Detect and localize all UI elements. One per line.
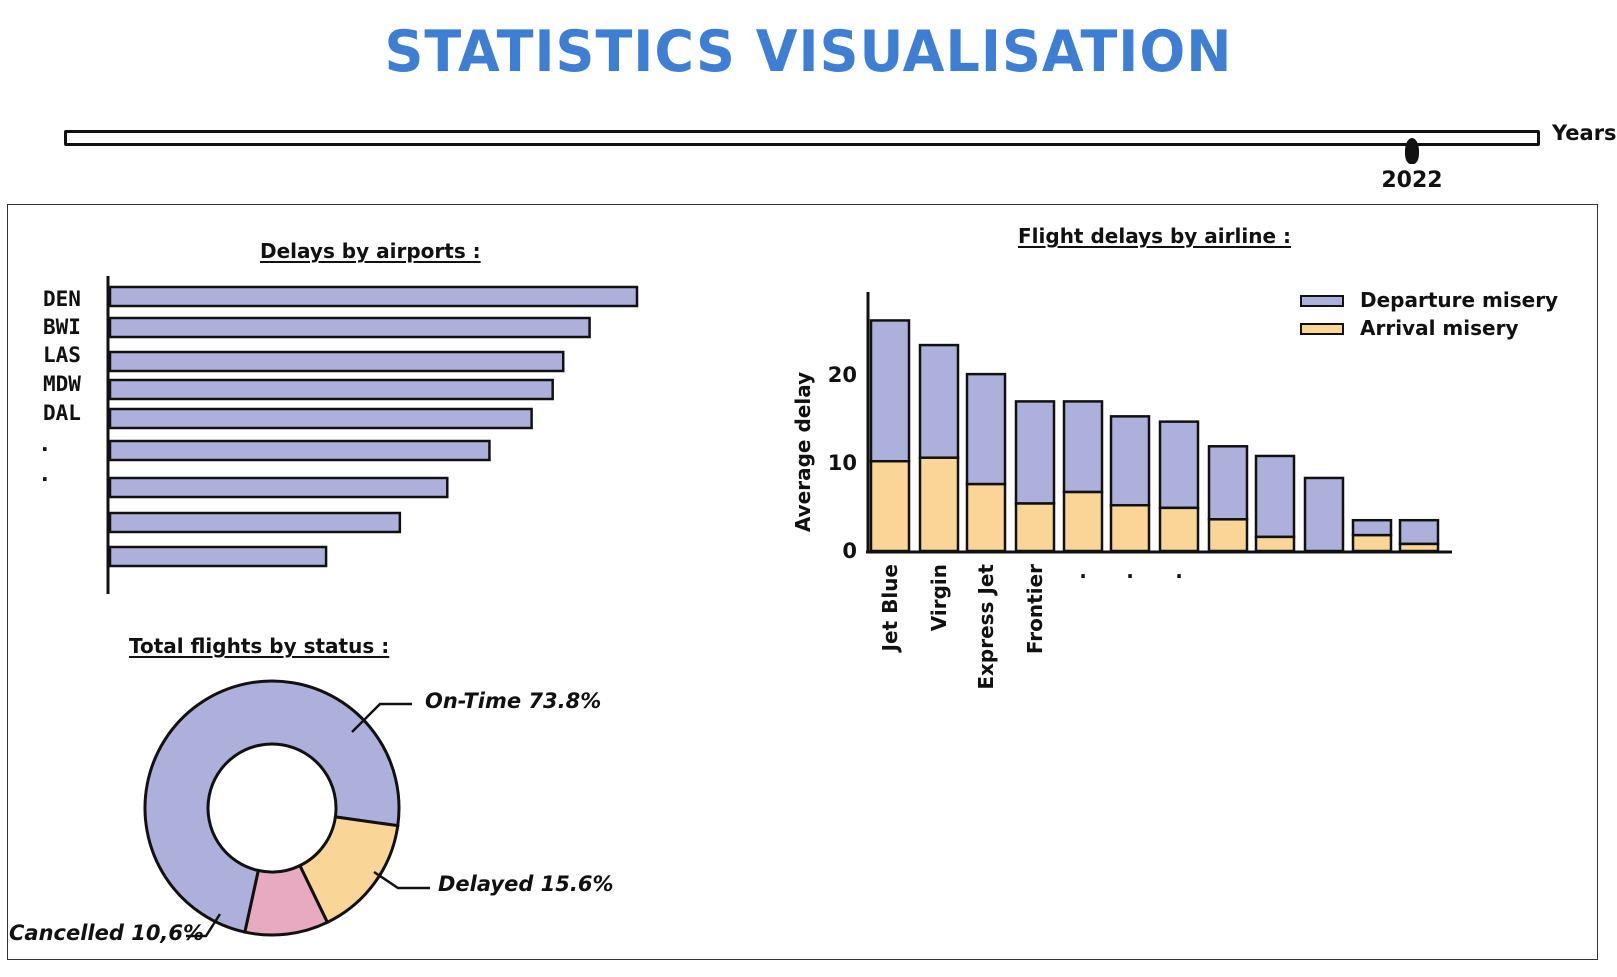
airport-bar (108, 511, 402, 534)
pie-label-ontime: On-Time 73.8% (425, 689, 602, 713)
airline-xtick-label: . (1175, 559, 1183, 583)
arrival-misery-bar (1062, 490, 1104, 553)
airport-bar (108, 285, 639, 308)
airport-label-bwi: BWI (43, 315, 81, 339)
airport-bar (108, 545, 328, 568)
departure-misery-bar (1207, 445, 1249, 521)
departure-misery-bar (1254, 454, 1296, 539)
airport-label-mdw: MDW (43, 372, 81, 396)
arrival-misery-bar (1351, 533, 1393, 553)
airport-bar (108, 316, 591, 339)
airport-label-ellipsis-1: . (41, 432, 49, 456)
pie-label-delayed: Delayed 15.6% (438, 872, 614, 896)
airline-xtick-label: Virgin (927, 564, 951, 631)
airport-bar (108, 378, 554, 401)
arrival-misery-bar (1109, 503, 1151, 553)
airline-ytick-label: 20 (828, 363, 857, 387)
year-slider-label: Years (1552, 121, 1617, 145)
arrival-misery-bar (1207, 518, 1249, 553)
leader-line-ontime (351, 702, 412, 733)
arrival-misery-bar (1254, 535, 1296, 553)
arrival-misery-bar (965, 482, 1007, 553)
airport-bar (108, 476, 449, 499)
airport-label-ellipsis-2: . (41, 462, 49, 486)
airlines-chart-title: Flight delays by airline : (1018, 224, 1291, 248)
arrival-misery-bar (1398, 542, 1440, 553)
arrival-misery-bar (869, 459, 911, 553)
airport-label-las: LAS (43, 343, 81, 367)
legend-text-arrival: Arrival misery (1360, 316, 1519, 340)
leader-line-cancelled (186, 913, 222, 938)
page-title: STATISTICS VISUALISATION (384, 18, 1233, 85)
arrival-misery-bar (1014, 502, 1056, 553)
airline-xtick-label: . (1079, 559, 1087, 583)
airport-bar (108, 407, 533, 430)
year-slider-value: 2022 (1381, 168, 1443, 193)
pie-label-cancelled: Cancelled 10,6% (9, 921, 205, 945)
donut-slice-cancelled (243, 863, 330, 937)
airline-xtick-label: Express Jet (974, 564, 998, 690)
departure-misery-bar (1303, 476, 1345, 553)
year-slider-track[interactable] (64, 130, 1540, 146)
leader-line-delayed (373, 870, 430, 890)
airline-xtick-label: . (1126, 559, 1134, 583)
departure-misery-bar (918, 343, 960, 459)
donut-slice-ontime (143, 679, 401, 934)
airport-bar (108, 350, 565, 373)
arrival-misery-bar (918, 456, 960, 553)
legend-swatch-departure (1300, 295, 1344, 307)
legend-swatch-arrival (1300, 323, 1344, 335)
airport-bar (108, 439, 491, 462)
legend-text-departure: Departure misery (1360, 288, 1559, 312)
airline-xtick-label: Jet Blue (878, 564, 902, 653)
airport-label-den: DEN (43, 287, 81, 311)
dashboard-panel (7, 204, 1598, 960)
departure-misery-bar (869, 319, 911, 463)
status-chart-title: Total flights by status : (129, 634, 390, 658)
airline-xtick-label: Frontier (1023, 564, 1047, 654)
arrival-misery-bar (1158, 506, 1200, 553)
departure-misery-bar (1014, 400, 1056, 505)
departure-misery-bar (965, 372, 1007, 486)
airports-chart-title: Delays by airports : (260, 239, 481, 263)
airline-ytick-label: 0 (842, 539, 857, 563)
year-slider-handle[interactable] (1405, 138, 1419, 164)
airport-label-dal: DAL (43, 401, 81, 425)
airline-yaxis-title: Average delay (791, 371, 815, 533)
airline-ytick-label: 10 (828, 451, 857, 475)
